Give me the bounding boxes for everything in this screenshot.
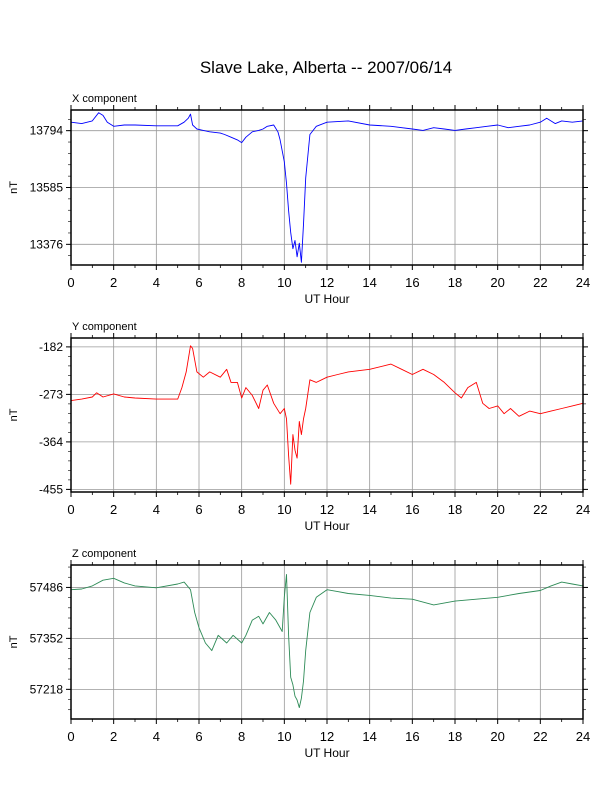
x-tick-label: 6 <box>195 729 202 744</box>
x-tick-label: 22 <box>533 729 547 744</box>
x-tick-label: 8 <box>238 502 245 517</box>
x-tick-label: 2 <box>110 502 117 517</box>
panel-title: Z component <box>72 548 136 560</box>
x-tick-label: 18 <box>448 502 462 517</box>
plot-frame <box>70 337 584 493</box>
x-tick-label: 2 <box>110 729 117 744</box>
x-tick-label: 10 <box>277 275 291 290</box>
x-tick-label: 24 <box>576 502 590 517</box>
plot-frame <box>70 109 584 266</box>
figure-title: Slave Lake, Alberta -- 2007/06/14 <box>199 58 453 77</box>
y-tick-label: 57218 <box>30 682 64 696</box>
y-tick-label: -455 <box>39 482 63 496</box>
x-tick-label: 0 <box>67 275 74 290</box>
y-tick-label: -364 <box>39 435 63 449</box>
series-line <box>70 574 584 709</box>
x-tick-label: 16 <box>405 502 419 517</box>
x-axis-label: UT Hour <box>304 746 349 760</box>
x-tick-label: 20 <box>490 502 504 517</box>
x-tick-label: 16 <box>405 275 419 290</box>
x-axis-label: UT Hour <box>304 292 349 306</box>
x-tick-label: 14 <box>362 502 376 517</box>
x-tick-label: 18 <box>448 729 462 744</box>
y-axis-label: nT <box>8 181 20 194</box>
y-tick-label: 13585 <box>30 181 64 195</box>
y-tick-label: 13376 <box>30 237 64 251</box>
y-tick-label: -182 <box>39 340 63 354</box>
x-tick-label: 24 <box>576 275 590 290</box>
x-tick-label: 6 <box>195 275 202 290</box>
plot-frame <box>70 564 584 720</box>
x-axis-label: UT Hour <box>304 519 349 533</box>
x-tick-label: 4 <box>153 729 160 744</box>
x-tick-label: 24 <box>576 729 590 744</box>
x-tick-label: 4 <box>153 502 160 517</box>
x-tick-label: 6 <box>195 502 202 517</box>
x-tick-label: 8 <box>238 729 245 744</box>
y-tick-label: 57352 <box>30 631 64 645</box>
x-tick-label: 18 <box>448 275 462 290</box>
panel-title: Y component <box>72 321 137 333</box>
x-tick-label: 0 <box>67 729 74 744</box>
series-line <box>70 345 584 485</box>
x-tick-label: 16 <box>405 729 419 744</box>
x-tick-label: 12 <box>320 502 334 517</box>
x-tick-label: 10 <box>277 502 291 517</box>
x-tick-label: 8 <box>238 275 245 290</box>
y-tick-label: -273 <box>39 387 63 401</box>
x-tick-label: 14 <box>362 729 376 744</box>
y-tick-label: 13794 <box>30 124 64 138</box>
x-tick-label: 0 <box>67 502 74 517</box>
x-tick-label: 14 <box>362 275 376 290</box>
y-axis-label: nT <box>8 635 20 648</box>
x-tick-label: 22 <box>533 275 547 290</box>
x-tick-label: 20 <box>490 275 504 290</box>
x-tick-label: 4 <box>153 275 160 290</box>
x-tick-label: 22 <box>533 502 547 517</box>
x-tick-label: 12 <box>320 729 334 744</box>
panel-title: X component <box>72 93 137 105</box>
x-tick-label: 20 <box>490 729 504 744</box>
y-tick-label: 57486 <box>30 580 64 594</box>
x-tick-label: 2 <box>110 275 117 290</box>
series-line <box>70 112 584 263</box>
x-tick-label: 12 <box>320 275 334 290</box>
x-tick-label: 10 <box>277 729 291 744</box>
y-axis-label: nT <box>8 408 20 421</box>
